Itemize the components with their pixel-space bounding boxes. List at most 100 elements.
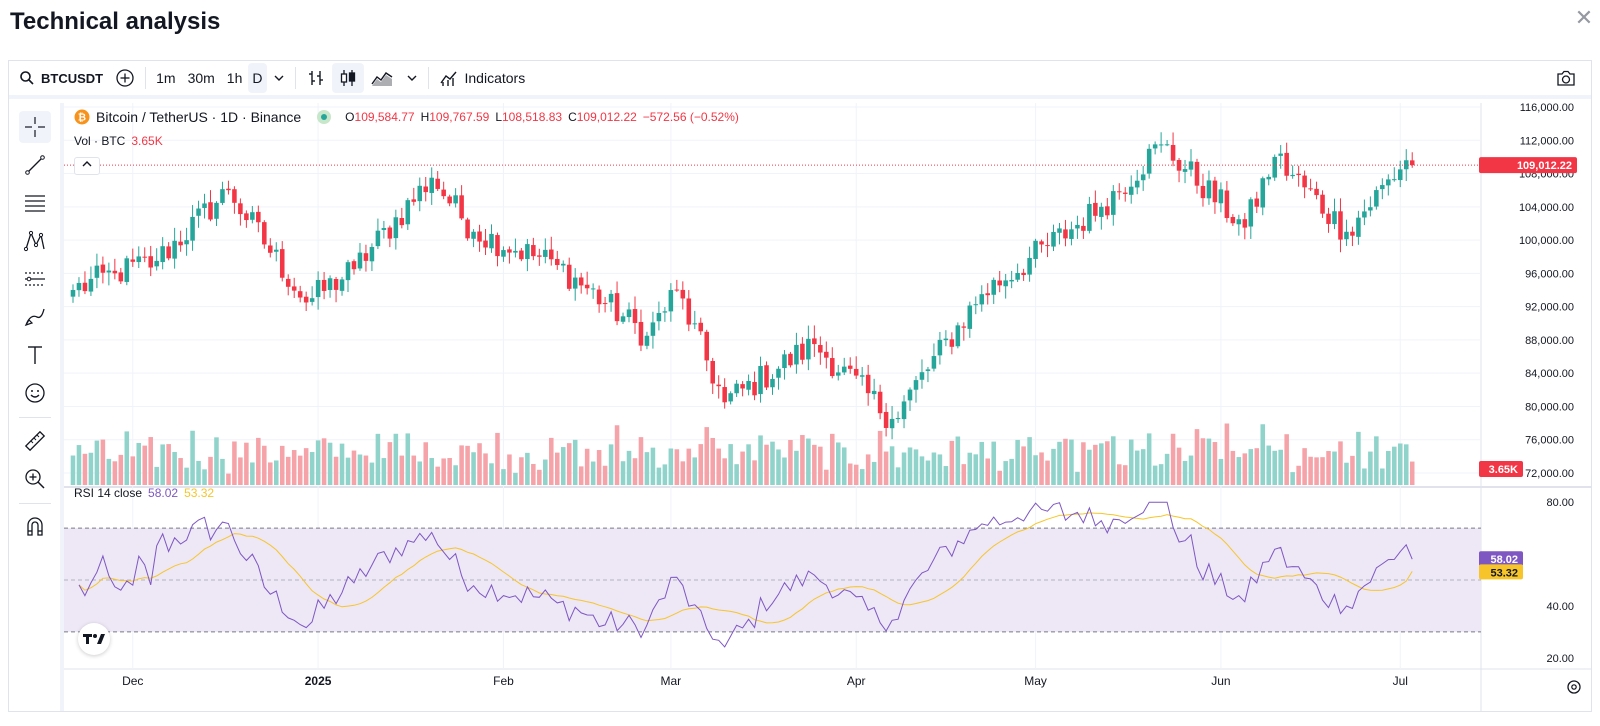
candle-body [1260, 178, 1266, 208]
volume-bar [560, 447, 566, 485]
ruler-tool-button[interactable] [19, 425, 51, 457]
candle-body [602, 303, 608, 305]
settings-icon[interactable] [1567, 680, 1581, 694]
chart-area[interactable]: 116,000.00 112,000.00 108,000.00 104,000.00… [64, 103, 1591, 711]
series-title[interactable]: Bitcoin / TetherUS · 1D · Binance [96, 109, 302, 125]
candle-body [566, 264, 572, 289]
candle [740, 381, 745, 397]
tradingview-logo[interactable] [78, 623, 110, 655]
forecast-tool-button[interactable] [19, 263, 51, 295]
volume-bar [1152, 465, 1158, 485]
rsi-label[interactable]: RSI 14 close [74, 486, 143, 500]
candle [208, 190, 213, 222]
interval-1m-button[interactable]: 1m [156, 70, 176, 86]
candle [531, 237, 536, 261]
trend-line-tool-button[interactable] [19, 149, 51, 181]
volume-bar [985, 458, 991, 485]
zoom-tool-button[interactable] [19, 463, 51, 495]
candle-body [459, 195, 464, 219]
candle-body [626, 309, 632, 318]
rsi-tick-label: 40.00 [1546, 601, 1574, 613]
candle-body [758, 366, 763, 395]
indicators-button[interactable]: Indicators [433, 63, 532, 93]
candle-body [985, 293, 991, 296]
bar-style-button[interactable] [300, 63, 332, 93]
chevron-up-icon [82, 161, 92, 167]
chart-canvas[interactable]: 116,000.00112,000.00108,000.00104,000.00… [64, 103, 1591, 711]
price-tick-label: 104,000.00 [1519, 202, 1574, 214]
magnet-tool-button[interactable] [19, 511, 51, 543]
candle-body [1344, 231, 1349, 240]
volume-bar [345, 457, 351, 485]
volume-bar [590, 461, 596, 485]
candle [1308, 178, 1313, 192]
interval-30m-button[interactable]: 30m [187, 70, 215, 86]
text-tool-button[interactable] [19, 339, 51, 371]
volume-bar [1356, 431, 1361, 485]
time-tick-label: May [1024, 674, 1047, 688]
volume-bar [537, 469, 542, 485]
volume-bar [70, 455, 76, 485]
brush-tool-button[interactable] [19, 301, 51, 333]
candle-body [1033, 240, 1038, 259]
volume-bar [806, 438, 811, 485]
candle-body [871, 390, 877, 395]
volume-bar [1087, 449, 1092, 485]
toolbar-divider [145, 67, 147, 89]
time-tick-label: Jul [1393, 674, 1408, 688]
pattern-tool-button[interactable] [19, 225, 51, 257]
fib-tool-button[interactable] [19, 187, 51, 219]
candle [602, 296, 608, 313]
candle [1386, 174, 1391, 196]
volume-bar [991, 441, 996, 485]
candle-body [674, 289, 680, 291]
candle [1140, 165, 1146, 191]
candle-body [1272, 156, 1277, 178]
volume-bar [1099, 443, 1104, 485]
candle [297, 285, 303, 303]
compare-symbol-button[interactable] [109, 63, 141, 93]
chart-style-dropdown[interactable] [400, 63, 424, 93]
symbol-search-button[interactable]: BTCUSDT [9, 63, 109, 93]
candle [100, 256, 106, 284]
volume-bar [1027, 437, 1032, 485]
candle-body [519, 250, 524, 260]
volume-bar [393, 433, 399, 485]
settings-icon-ring [1567, 680, 1581, 694]
candle [614, 281, 620, 326]
candle [238, 198, 243, 226]
candle-body [309, 298, 315, 302]
interval-d-button[interactable]: D [248, 63, 267, 93]
screenshot-button[interactable] [1549, 63, 1583, 93]
candle [291, 277, 297, 298]
volume-bar [1236, 457, 1242, 485]
area-style-button[interactable] [364, 63, 400, 93]
volume-bar [680, 461, 686, 485]
crosshair-tool-button[interactable] [19, 111, 51, 143]
candle-body [1284, 152, 1289, 176]
emoji-tool-button[interactable] [19, 377, 51, 409]
volume-bar [1093, 444, 1098, 485]
chevron-down-icon [274, 75, 283, 81]
interval-dropdown-button[interactable] [267, 63, 291, 93]
volume-bar [907, 447, 913, 485]
volume-bar [1248, 449, 1254, 485]
candle-body [991, 279, 996, 295]
candle-body [1075, 224, 1080, 229]
interval-1h-button[interactable]: 1h [226, 70, 243, 86]
candles-style-button[interactable] [331, 63, 364, 93]
candle-body [495, 235, 500, 257]
close-icon[interactable]: ✕ [1574, 5, 1594, 30]
bitcoin-icon: ₿ [74, 109, 90, 125]
candle-body [1397, 169, 1403, 181]
candle-body [250, 212, 255, 220]
volume-label[interactable]: Vol · BTC [74, 134, 126, 148]
chart-widget: BTCUSDT 1m 30m 1h D Indicators [8, 60, 1592, 712]
candle [513, 238, 518, 258]
volume-bar [214, 437, 219, 485]
candle-body [925, 369, 931, 371]
collapse-legend-button[interactable] [74, 157, 100, 175]
candle [889, 406, 895, 440]
candle [662, 306, 668, 322]
candle [949, 332, 955, 355]
